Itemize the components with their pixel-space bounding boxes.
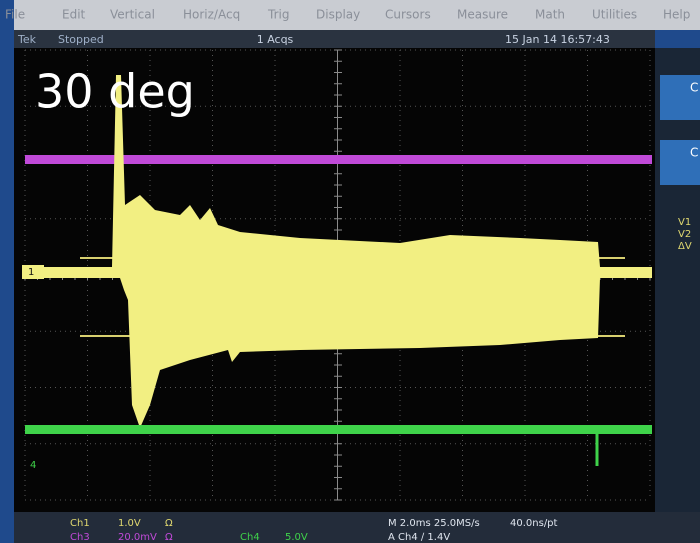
record-length: 40.0ns/pt <box>510 518 558 529</box>
ch1-scale: 1.0V <box>118 518 141 529</box>
brand: Tek <box>17 33 37 46</box>
scope-screen: File Edit Vertical Horiz/Acq Trig Display Curs… <box>0 0 700 543</box>
cursor-label: V2 <box>678 229 691 240</box>
overlay-label: 30 deg <box>35 65 195 119</box>
menu-item[interactable]: Vertical <box>110 8 155 22</box>
menu-item[interactable]: Cursors <box>385 8 431 22</box>
ch1-marker: 1 <box>28 267 34 278</box>
cursor-label: ΔV <box>678 241 692 252</box>
ch1-coupling: Ω <box>165 518 173 529</box>
ch3-coupling: Ω <box>165 532 173 543</box>
side-button-label: C <box>690 146 698 160</box>
run-state: Stopped <box>58 33 104 46</box>
timebase: M 2.0ms 25.0MS/s <box>388 518 480 529</box>
ch4-marker: 4 <box>30 460 36 471</box>
menu-item[interactable]: Help <box>663 8 690 22</box>
menu-item[interactable]: Edit <box>62 8 86 22</box>
trigger: A Ch4 ∕ 1.4V <box>388 532 450 543</box>
menu-item[interactable]: Measure <box>457 8 508 22</box>
acq-count: 1 Acqs <box>257 33 294 46</box>
menu-item[interactable]: Horiz/Acq <box>183 8 240 22</box>
cursor-label: V1 <box>678 217 691 228</box>
ch3-name: Ch3 <box>70 532 90 543</box>
menu-item[interactable]: Trig <box>267 8 289 22</box>
menu-item[interactable]: Display <box>316 8 360 22</box>
timestamp: 15 Jan 14 16:57:43 <box>505 33 610 46</box>
ch1-name: Ch1 <box>70 518 90 529</box>
ch4-name: Ch4 <box>240 532 260 543</box>
side-button-label: C <box>690 81 698 95</box>
ch3-scale: 20.0mV <box>118 532 157 543</box>
ch4-trace <box>25 425 652 434</box>
menu-item[interactable]: File <box>5 8 25 22</box>
ch3-marker: 3 <box>30 155 36 166</box>
readout-bar <box>14 512 700 543</box>
ch4-scale: 5.0V <box>285 532 308 543</box>
menu-item[interactable]: Math <box>535 8 565 22</box>
menu-item[interactable]: Utilities <box>592 8 637 22</box>
